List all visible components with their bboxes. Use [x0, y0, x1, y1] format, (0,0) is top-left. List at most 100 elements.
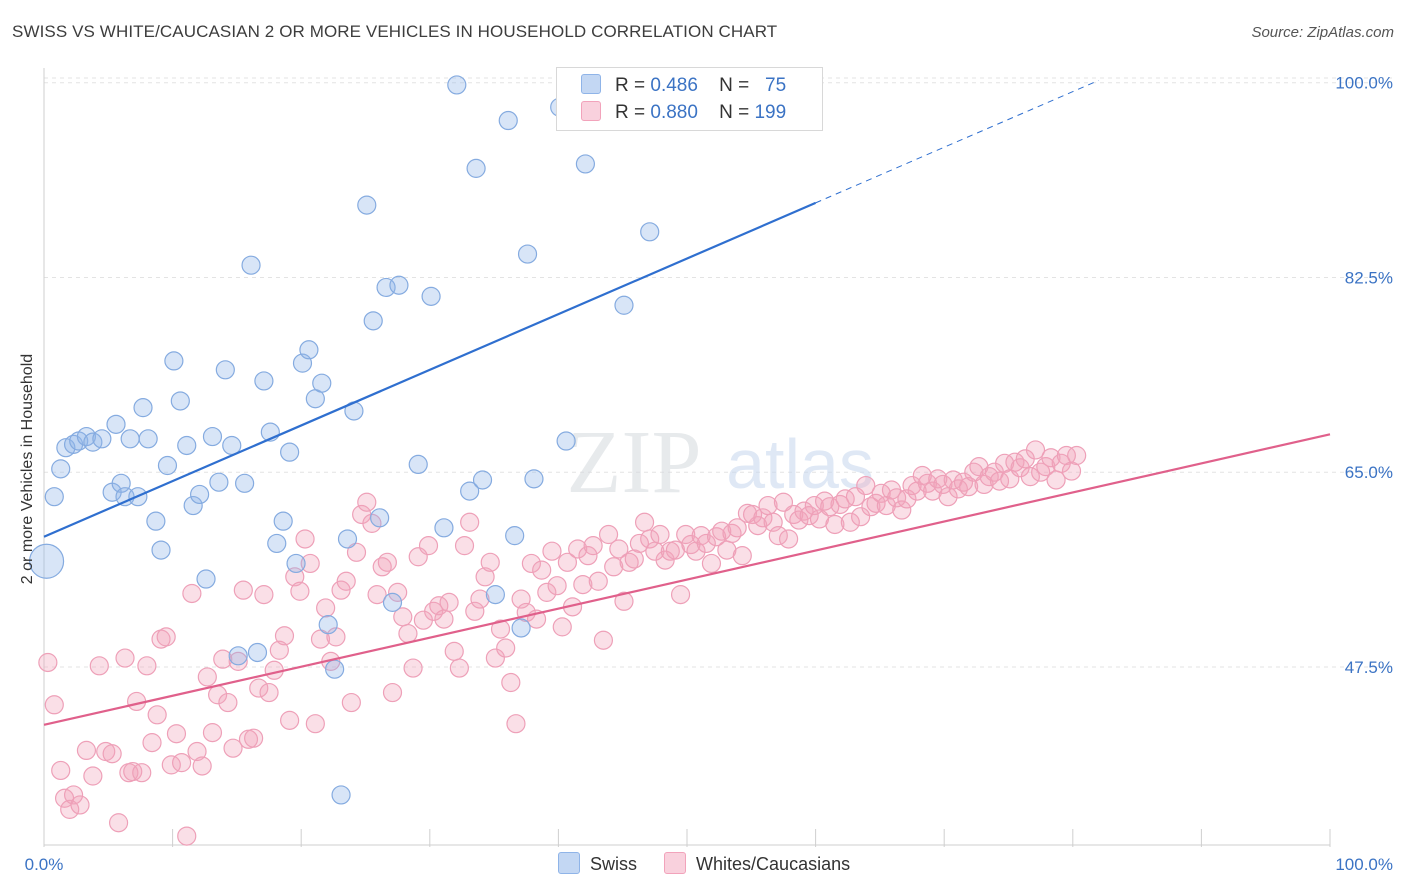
- swiss-point-45: [325, 659, 345, 679]
- swiss-point-39: [286, 553, 306, 574]
- swiss-point-46: [331, 785, 351, 805]
- white-point-67: [388, 582, 408, 602]
- white-point-81: [460, 512, 480, 532]
- x-axis: [43, 68, 1331, 847]
- swiss-point-64: [505, 526, 525, 546]
- swiss-point-13: [120, 429, 140, 449]
- white-point-88: [496, 638, 516, 658]
- white-point-97: [542, 541, 562, 561]
- white-point-57: [336, 571, 356, 591]
- y-axis-label: 2 or more Vehicles in Household: [19, 353, 36, 585]
- legend-item-swiss: Swiss: [558, 852, 637, 875]
- swiss-point-10: [106, 414, 126, 434]
- swiss-point-65: [511, 618, 531, 638]
- white-point-162: [876, 495, 896, 516]
- white-point-84: [475, 567, 495, 587]
- swiss-point-23: [183, 495, 203, 516]
- swiss-n-value: 75: [765, 75, 787, 96]
- white-point-142: [773, 492, 794, 512]
- swiss-point-74: [640, 222, 660, 242]
- white-point-141: [768, 526, 788, 546]
- white-point-179: [964, 462, 984, 482]
- white-point-78: [444, 641, 464, 661]
- x-tick-labels: 0.0% 100.0%: [25, 855, 1393, 874]
- white-point-153: [830, 494, 850, 515]
- white-point-199: [1067, 445, 1087, 466]
- swiss-point-22: [177, 435, 197, 456]
- white-point-115: [634, 512, 655, 532]
- white-point-19: [142, 733, 162, 753]
- y-tick-label-2: 82.5%: [1345, 268, 1393, 287]
- swiss-point-2: [51, 459, 71, 479]
- white-point-113: [624, 549, 644, 569]
- white-point-95: [532, 560, 552, 580]
- white-r-label: R =: [615, 102, 646, 123]
- white-point-192: [1031, 462, 1051, 482]
- swiss-point-72: [575, 154, 596, 174]
- white-point-157: [851, 507, 871, 527]
- swiss-point-57: [434, 518, 454, 538]
- swiss-point-36: [267, 533, 287, 554]
- swiss-point-34: [254, 371, 274, 391]
- white-n-label: N =: [719, 102, 750, 123]
- white-point-44: [269, 640, 289, 660]
- white-point-35: [223, 738, 243, 758]
- white-point-37: [233, 580, 253, 600]
- white-point-138: [753, 508, 773, 528]
- swiss-point-69: [556, 431, 576, 451]
- white-point-59: [346, 542, 367, 562]
- white-point-172: [928, 469, 948, 489]
- white-point-99: [552, 617, 572, 637]
- white-point-0: [38, 652, 58, 673]
- white-point-136: [742, 504, 763, 525]
- series-white-points: [38, 440, 1087, 846]
- white-point-133: [727, 518, 747, 538]
- white-point-28: [187, 741, 207, 762]
- white-point-145: [789, 510, 809, 530]
- swiss-point-63: [498, 110, 518, 131]
- white-point-5: [63, 785, 84, 805]
- series-swiss-points: [28, 75, 660, 805]
- swiss-point-38: [280, 442, 300, 462]
- swiss-point-58: [447, 75, 467, 95]
- white-point-12: [108, 813, 129, 833]
- white-point-27: [182, 583, 202, 604]
- white-point-173: [933, 474, 953, 495]
- white-point-90: [506, 714, 526, 734]
- legend-item-white: Whites/Caucasians: [664, 852, 850, 875]
- swiss-point-24: [190, 484, 210, 505]
- white-point-114: [629, 533, 650, 554]
- white-point-55: [326, 627, 346, 647]
- white-point-152: [825, 514, 845, 535]
- white-point-105: [583, 536, 603, 556]
- swiss-point-27: [209, 472, 229, 492]
- swiss-point-61: [472, 470, 493, 490]
- swiss-point-8: [92, 429, 112, 449]
- legend-white-swatch: [664, 852, 687, 874]
- white-point-56: [331, 580, 351, 600]
- white-point-198: [1061, 461, 1082, 481]
- white-point-159: [861, 497, 881, 517]
- swiss-point-16: [138, 429, 158, 449]
- white-point-129: [706, 527, 727, 547]
- y-tick-label-3: 100.0%: [1335, 74, 1393, 93]
- white-point-119: [655, 550, 675, 570]
- white-point-111: [614, 591, 634, 611]
- white-point-41: [254, 585, 274, 605]
- white-point-134: [732, 546, 752, 566]
- white-point-123: [676, 524, 696, 545]
- white-point-29: [192, 756, 212, 776]
- white-point-4: [60, 799, 80, 819]
- white-n-value: 199: [754, 102, 787, 123]
- white-point-127: [696, 533, 716, 554]
- swiss-point-17: [146, 511, 166, 531]
- white-point-147: [799, 505, 819, 526]
- white-point-107: [593, 630, 614, 650]
- white-point-45: [274, 626, 295, 646]
- swiss-point-1: [44, 487, 64, 507]
- white-trend-line: [43, 433, 1331, 726]
- white-point-187: [1005, 452, 1025, 472]
- white-point-9: [89, 656, 109, 676]
- white-point-40: [249, 678, 269, 698]
